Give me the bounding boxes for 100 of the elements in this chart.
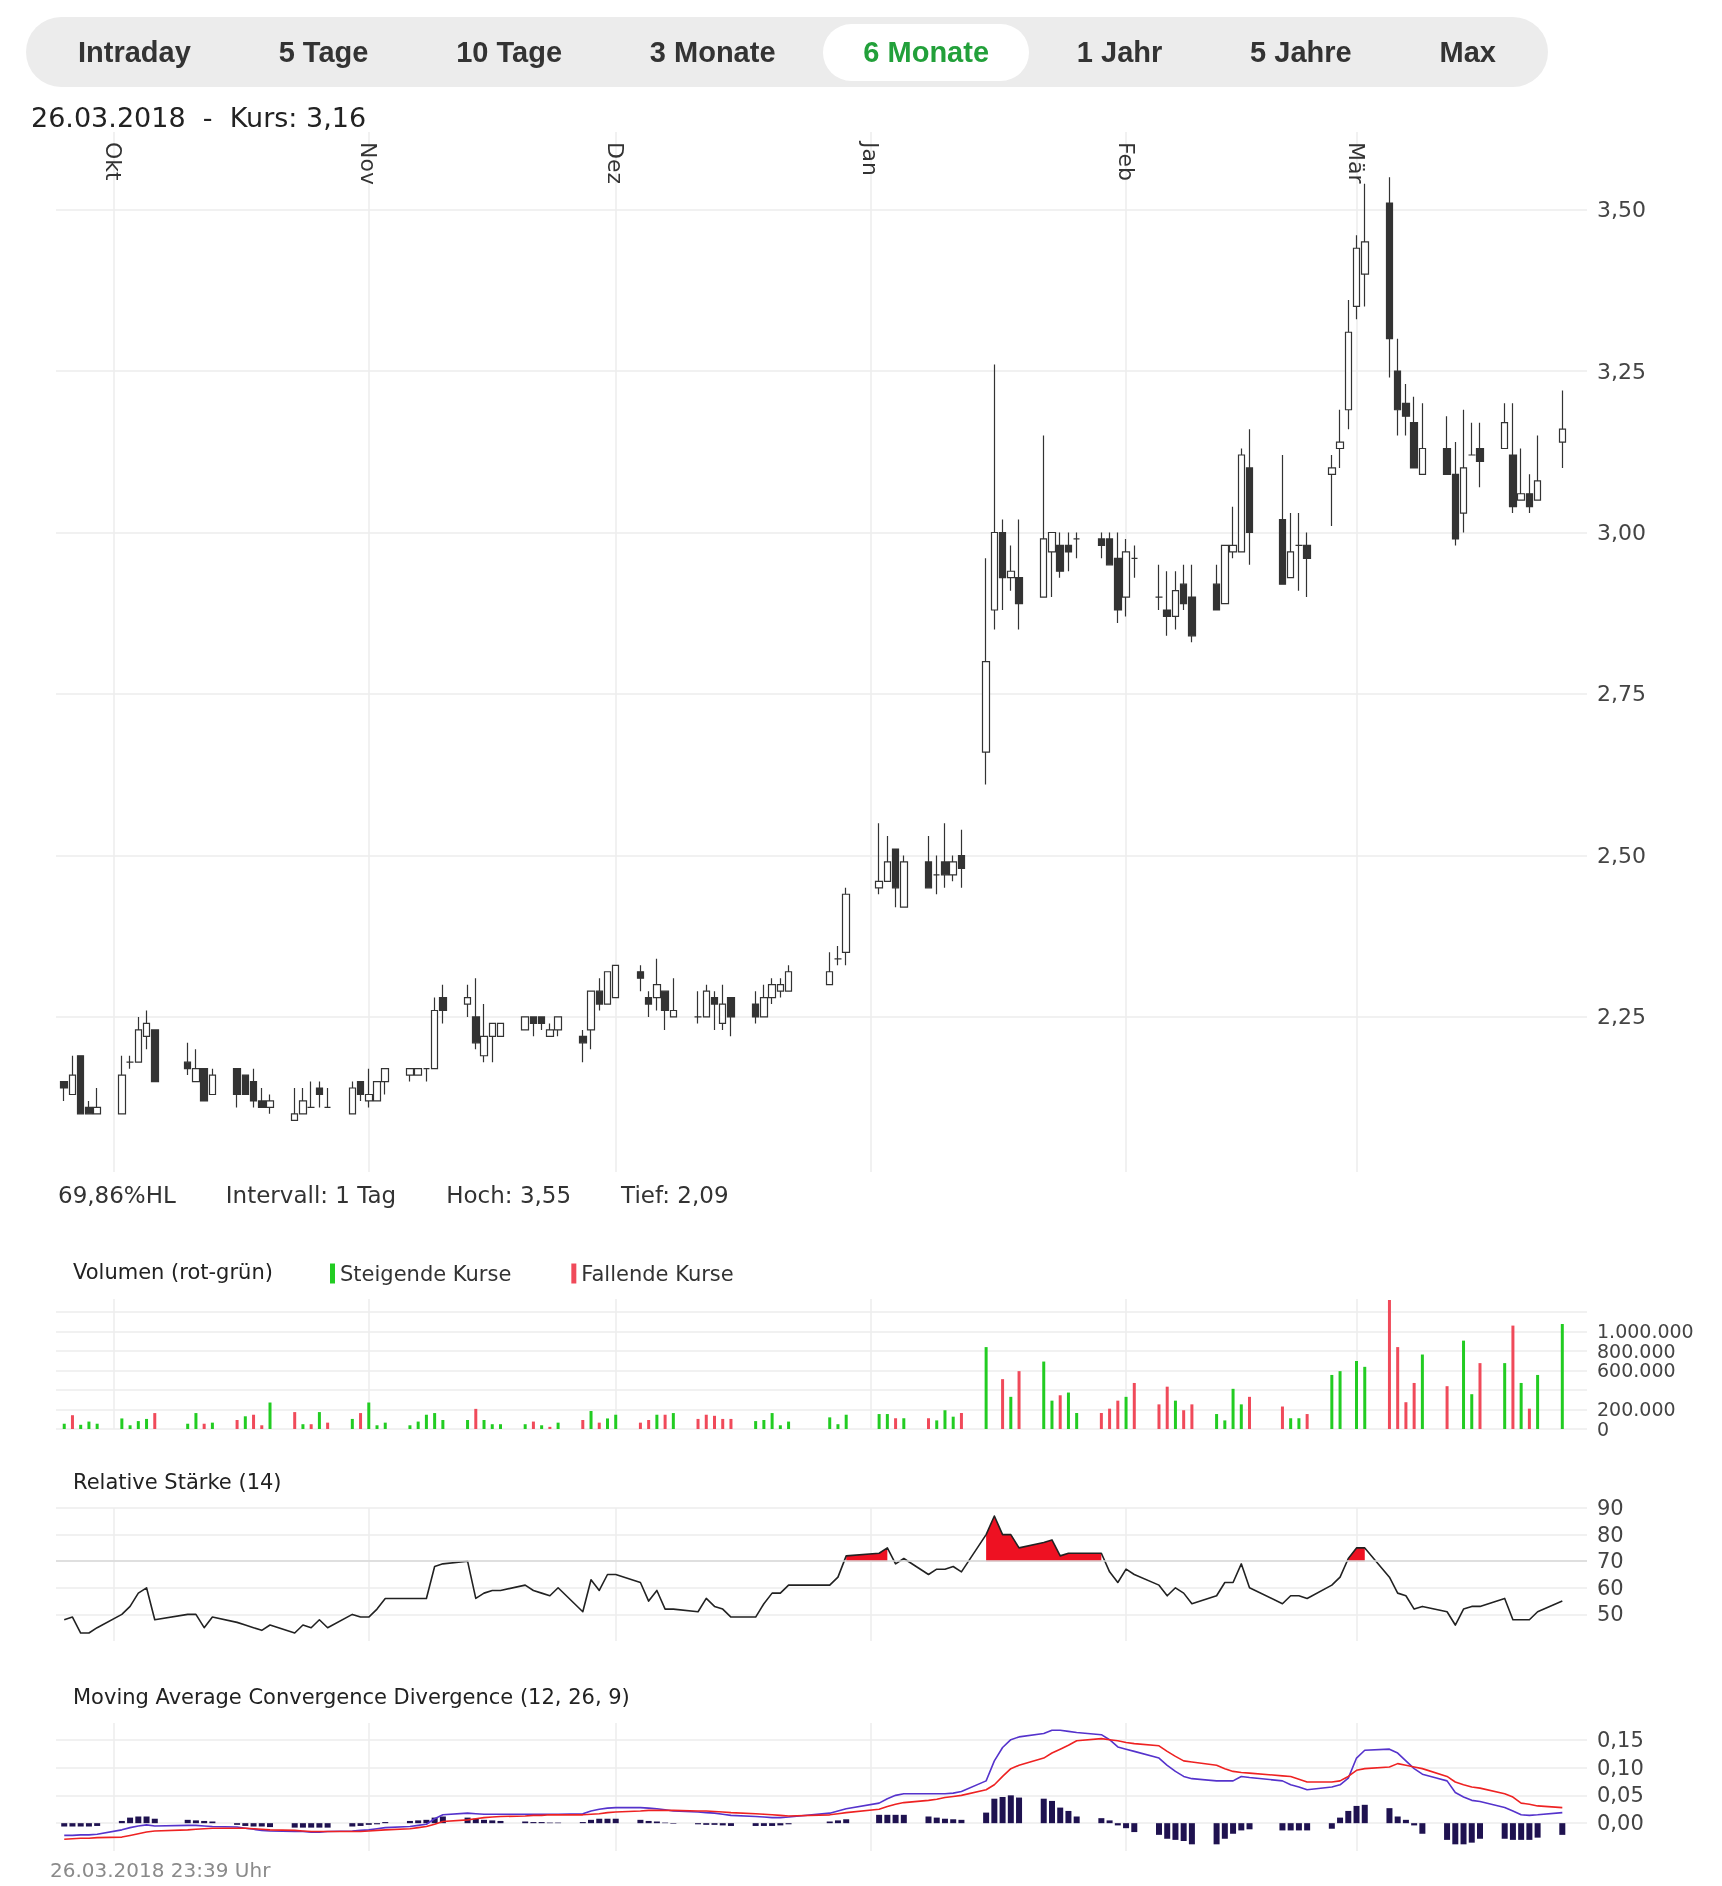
text: Max: [1438, 34, 1497, 70]
bar: [1355, 1360, 1359, 1429]
bar: [523, 1424, 527, 1429]
bar: [267, 1823, 274, 1828]
bar: [118, 1820, 125, 1824]
chart-title: Relative Stärke (14): [73, 1469, 282, 1494]
bar: [210, 1422, 214, 1429]
y-tick-label: 2,75: [1597, 681, 1646, 707]
candlestick: [315, 1080, 324, 1108]
bar: [1017, 1371, 1021, 1429]
bar: [1501, 1823, 1508, 1839]
y-tick-label: 2,25: [1597, 1004, 1646, 1030]
bar: [1155, 1823, 1162, 1835]
bar: [243, 1416, 247, 1429]
bar: [1230, 1823, 1237, 1834]
bar: [1165, 1386, 1169, 1429]
text: Hoch: 3,55: [446, 1182, 572, 1208]
bar: [770, 1413, 774, 1429]
bar: [1412, 1382, 1416, 1429]
bar: [1297, 1418, 1301, 1429]
bar: [1239, 1404, 1243, 1429]
bar: [497, 1820, 504, 1824]
bar: [1098, 1818, 1105, 1824]
line-series: [63, 1515, 1564, 1634]
bar: [1460, 1823, 1467, 1845]
bar: [885, 1414, 889, 1429]
bar: [308, 1823, 315, 1828]
candlestick: [463, 984, 472, 1018]
bar: [1246, 1823, 1253, 1830]
bar: [721, 1418, 725, 1429]
bar: [1534, 1823, 1541, 1838]
bar: [1223, 1420, 1227, 1429]
chart-title: Moving Average Convergence Divergence (12, 26, 9): [73, 1684, 630, 1709]
bar: [326, 1422, 330, 1429]
bar: [1016, 1797, 1023, 1824]
bar: [597, 1422, 601, 1429]
candlestick: [1327, 454, 1337, 527]
bar: [359, 1413, 363, 1429]
bar: [760, 1823, 767, 1826]
bar: [877, 1414, 881, 1429]
bar: [1238, 1823, 1245, 1831]
bar: [727, 1823, 734, 1826]
bar: [1527, 1408, 1531, 1429]
bar: [935, 1420, 939, 1429]
bar: [1452, 1823, 1459, 1845]
bar: [1462, 1340, 1466, 1429]
bar: [531, 1421, 535, 1429]
bar: [375, 1425, 379, 1429]
bar: [85, 1823, 92, 1827]
bar: [192, 1820, 199, 1824]
bar: [433, 1413, 437, 1429]
bar: [1131, 1823, 1138, 1833]
y-tick-label: 0,05: [1597, 1783, 1644, 1808]
bar: [1476, 1823, 1483, 1839]
bar: [933, 1817, 940, 1824]
bar: [1353, 1805, 1360, 1824]
bar: [466, 1420, 470, 1429]
bar: [556, 1422, 560, 1429]
bar: [62, 1423, 66, 1429]
bar: [202, 1423, 206, 1429]
bar: [1386, 1808, 1393, 1824]
bar: [70, 1415, 74, 1429]
bar: [408, 1425, 412, 1429]
candlestick: [1385, 176, 1394, 379]
bar: [589, 1411, 593, 1429]
bar: [145, 1418, 149, 1429]
bar: [752, 1823, 759, 1826]
bar: [1396, 1347, 1400, 1429]
bar: [902, 1418, 906, 1429]
bar: [317, 1412, 321, 1429]
bar: [441, 1420, 445, 1429]
bar: [235, 1420, 239, 1429]
bar: [1387, 1299, 1391, 1429]
bar: [242, 1823, 249, 1826]
bar: [61, 1823, 68, 1827]
text: 5 Tage: [277, 34, 370, 70]
bar: [1066, 1392, 1070, 1429]
y-tick-label: 80: [1597, 1522, 1624, 1547]
x-tick-label: Okt: [101, 142, 127, 182]
candlestick: [636, 964, 645, 992]
bar: [828, 1417, 832, 1429]
bar: [1526, 1823, 1533, 1840]
bar: [959, 1412, 963, 1429]
bar: [958, 1819, 965, 1824]
bar: [900, 1814, 907, 1824]
bar: [416, 1421, 420, 1429]
bar: [1468, 1823, 1475, 1843]
y-tick-label: 600.000: [1597, 1359, 1676, 1382]
bar: [1394, 1816, 1401, 1824]
bar: [663, 1414, 667, 1429]
y-tick-label: 0,10: [1597, 1755, 1644, 1780]
bar: [588, 1819, 595, 1824]
bar: [1280, 1406, 1284, 1429]
bar: [637, 1819, 644, 1824]
bar: [704, 1414, 708, 1429]
bar: [94, 1823, 101, 1826]
bar: [1337, 1817, 1344, 1824]
bar: [712, 1415, 716, 1429]
bar: [1420, 1354, 1424, 1429]
bar: [1213, 1823, 1220, 1845]
